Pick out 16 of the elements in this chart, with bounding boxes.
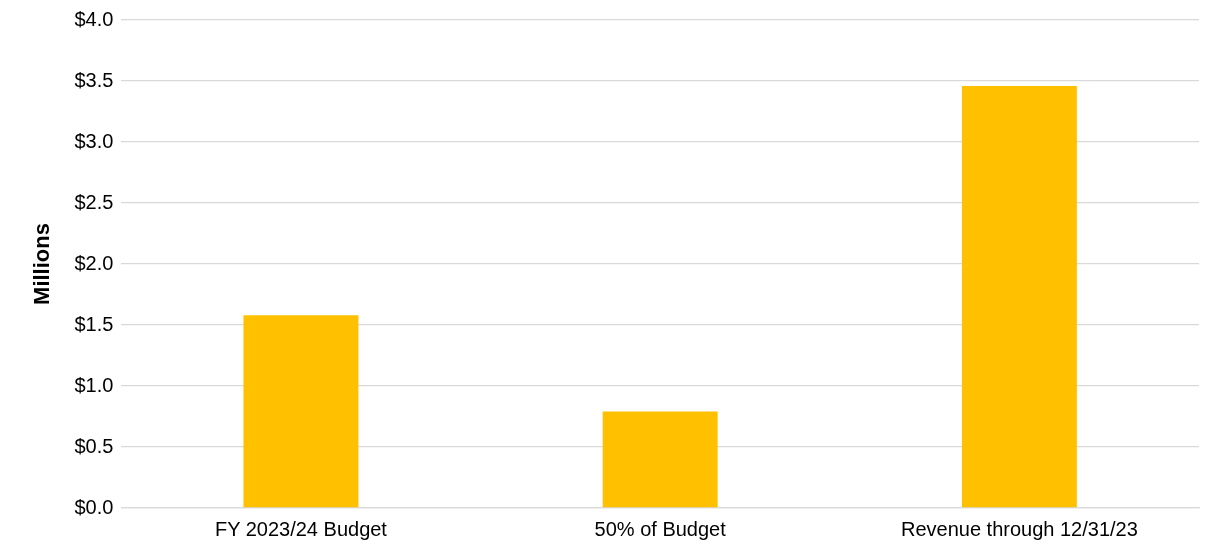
y-tick-label: $4.0 — [74, 7, 114, 30]
bar — [961, 85, 1077, 508]
y-tick-label: $3.0 — [74, 129, 114, 152]
y-tick-label: $0.0 — [74, 495, 114, 518]
bar — [602, 411, 718, 508]
y-axis-title: Millions — [29, 223, 55, 305]
y-tick-label: $0.5 — [74, 434, 114, 457]
y-tick-label: $2.5 — [74, 190, 114, 213]
y-tick-label: $1.5 — [74, 312, 114, 335]
x-tick-label: FY 2023/24 Budget — [214, 517, 388, 540]
y-tick-label: $1.0 — [74, 373, 114, 396]
y-tick-label: $2.0 — [74, 251, 114, 274]
bar — [243, 315, 359, 508]
x-tick-label: 50% of Budget — [594, 517, 727, 540]
y-tick-label: $3.5 — [74, 68, 114, 91]
x-tick-label: Revenue through 12/31/23 — [900, 517, 1138, 540]
